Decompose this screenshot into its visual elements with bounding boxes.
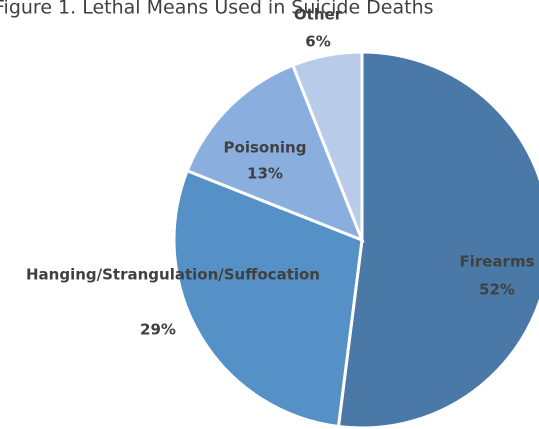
- pie-slice: [172, 168, 364, 429]
- pie-slice: [185, 63, 365, 243]
- slice-value: 6%: [305, 33, 330, 51]
- slice-value: 29%: [140, 321, 176, 339]
- slice-label: Other: [294, 6, 343, 24]
- slice-value: 13%: [247, 165, 283, 183]
- slice-label: Hanging/Strangulation/Suffocation: [26, 266, 320, 284]
- pie-slice: [336, 50, 539, 429]
- chart-title: Figure 1. Lethal Means Used in Suicide D…: [0, 0, 434, 19]
- slice-value: 52%: [479, 281, 515, 299]
- slice-label: Firearms: [459, 253, 534, 271]
- pie-slice: [290, 50, 364, 241]
- slice-label: Poisoning: [224, 139, 307, 157]
